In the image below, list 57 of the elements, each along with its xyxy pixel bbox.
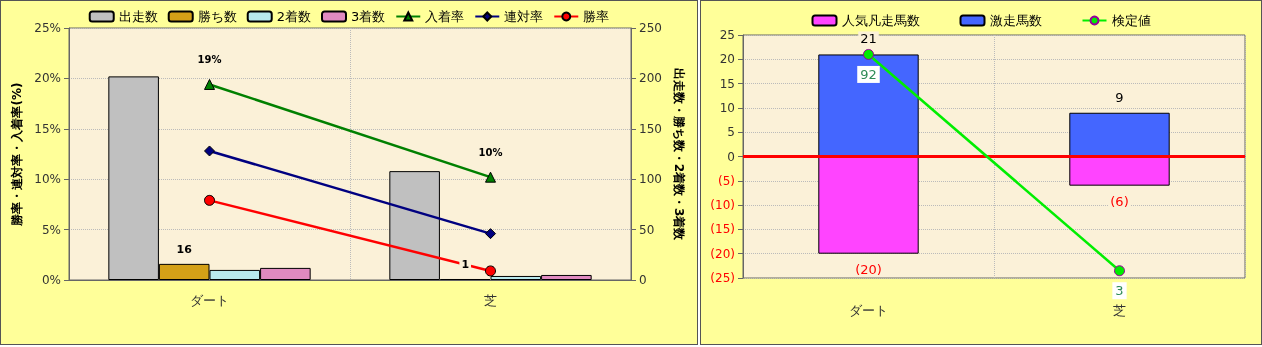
legend-label: 出走数	[118, 9, 158, 24]
legend-label: 入着率	[425, 9, 465, 24]
data-label: (20)	[855, 261, 882, 277]
data-label: 92	[860, 66, 877, 82]
y-tick-label: (5)	[718, 173, 735, 188]
point	[204, 194, 215, 206]
x-tick-label: 芝	[1113, 303, 1126, 318]
y-tick-label: 25	[719, 28, 735, 42]
x-tick-label: ダート	[190, 293, 229, 308]
y-tick-label: 15%	[34, 121, 61, 136]
y-tick-label: (20)	[710, 246, 735, 261]
y2-axis-title: 出走数・勝ち数・2着数・3着数	[671, 67, 686, 242]
x-tick-label: 芝	[484, 293, 497, 308]
bar	[818, 54, 919, 157]
legend-label: 検定値	[1111, 13, 1151, 28]
y2-tick-label: 200	[639, 71, 662, 86]
data-label: (6)	[1110, 193, 1129, 209]
data-label: 1	[461, 257, 470, 271]
y2-tick-label: 250	[639, 21, 662, 35]
y-tick-label: 0	[727, 149, 735, 164]
y-tick-label: (25)	[710, 271, 735, 285]
point	[485, 228, 496, 240]
point	[485, 265, 496, 277]
data-label: 9	[1115, 89, 1124, 105]
y-tick-label: 10%	[34, 172, 61, 187]
y-tick-label: 20%	[34, 71, 61, 86]
legend-label: 勝ち数	[197, 9, 237, 24]
y-tick-label: 10	[719, 100, 735, 115]
data-label: 21	[860, 31, 877, 47]
data-label: 19%	[197, 54, 222, 66]
data-label: 10%	[478, 147, 503, 159]
y2-tick-label: 50	[639, 222, 655, 237]
y-tick-label: 15	[719, 76, 735, 91]
legend-label: 2着数	[276, 9, 312, 24]
legend-label: 3着数	[351, 9, 386, 24]
legend-label: 激走馬数	[989, 13, 1042, 28]
y2-tick-label: 0	[639, 273, 647, 287]
bar	[1069, 156, 1170, 186]
data-label: 16	[176, 242, 193, 256]
y-tick-label: 5	[727, 125, 735, 140]
x-tick-label: ダート	[849, 303, 888, 318]
point	[204, 145, 215, 157]
legend-label: 連対率	[504, 9, 544, 24]
y-tick-label: 25%	[34, 21, 61, 35]
y2-tick-label: 150	[639, 121, 662, 136]
bar	[818, 156, 919, 254]
y2-tick-label: 100	[639, 172, 662, 187]
y-tick-label: (15)	[710, 222, 735, 237]
legend-label: 人気凡走馬数	[841, 13, 920, 28]
y-tick-label: 20	[719, 52, 735, 67]
y-tick-label: (10)	[710, 198, 735, 213]
y-tick-label: 5%	[41, 222, 61, 237]
legend-label: 勝率	[583, 9, 610, 24]
y-tick-label: 0%	[41, 273, 61, 287]
data-label: 3	[1115, 283, 1124, 299]
bar	[1069, 112, 1170, 157]
y-axis-title: 勝率・連対率・入着率(%)	[10, 82, 24, 227]
